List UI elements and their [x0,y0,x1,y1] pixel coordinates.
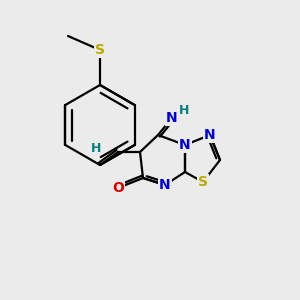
Text: H: H [91,142,101,154]
Text: S: S [95,43,105,57]
Text: S: S [198,175,208,189]
Text: N: N [204,128,216,142]
Text: N: N [159,178,171,192]
Text: N: N [166,111,178,125]
Text: O: O [112,181,124,195]
Text: H: H [179,103,189,116]
Text: N: N [179,138,191,152]
